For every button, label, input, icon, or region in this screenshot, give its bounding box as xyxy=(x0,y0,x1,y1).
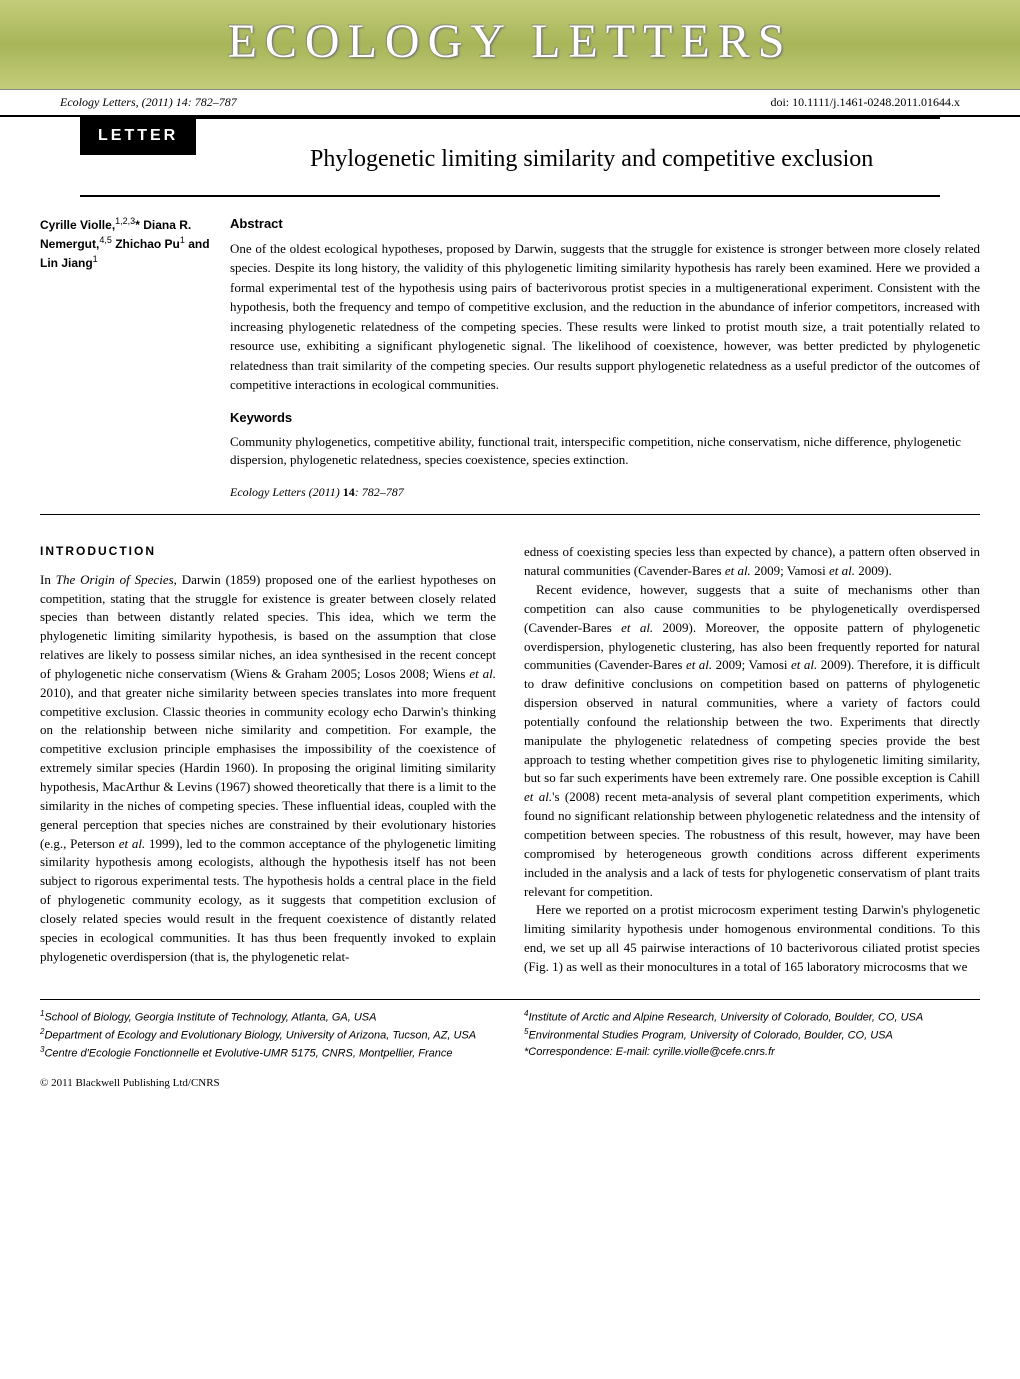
affiliations-block: 1School of Biology, Georgia Institute of… xyxy=(40,999,980,1062)
body-columns: INTRODUCTION In The Origin of Species, D… xyxy=(40,543,980,976)
citation-doi: doi: 10.1111/j.1461-0248.2011.01644.x xyxy=(770,94,960,111)
copyright-footer: © 2011 Blackwell Publishing Ltd/CNRS xyxy=(0,1062,1020,1101)
article-title: Phylogenetic limiting similarity and com… xyxy=(310,143,873,177)
keywords-heading: Keywords xyxy=(230,409,980,427)
journal-banner: ECOLOGY LETTERS xyxy=(0,0,1020,90)
article-type-badge: LETTER xyxy=(80,117,196,155)
right-paragraphs: edness of coexisting species less than e… xyxy=(524,543,980,976)
title-row: LETTER Phylogenetic limiting similarity … xyxy=(80,117,940,197)
affiliations-right: 4Institute of Arctic and Alpine Research… xyxy=(524,1008,980,1062)
left-paragraphs: In The Origin of Species, Darwin (1859) … xyxy=(40,571,496,967)
left-column: INTRODUCTION In The Origin of Species, D… xyxy=(40,543,496,976)
mini-citation-vol: 14 xyxy=(343,485,355,499)
citation-left: Ecology Letters, (2011) 14: 782–787 xyxy=(60,94,237,111)
mini-citation-journal: Ecology Letters xyxy=(230,485,306,499)
keywords-text: Community phylogenetics, competitive abi… xyxy=(230,433,980,469)
introduction-heading: INTRODUCTION xyxy=(40,543,496,560)
mini-citation: Ecology Letters (2011) 14: 782–787 xyxy=(230,484,980,501)
citation-bar: Ecology Letters, (2011) 14: 782–787 doi:… xyxy=(0,90,1020,117)
meta-abstract-block: Cyrille Violle,1,2,3* Diana R. Nemergut,… xyxy=(40,197,980,516)
authors-list: Cyrille Violle,1,2,3* Diana R. Nemergut,… xyxy=(40,215,230,501)
mini-citation-year: (2011) xyxy=(309,485,340,499)
abstract-heading: Abstract xyxy=(230,215,980,233)
affiliations-left: 1School of Biology, Georgia Institute of… xyxy=(40,1008,496,1062)
right-column: edness of coexisting species less than e… xyxy=(524,543,980,976)
mini-citation-pages: : 782–787 xyxy=(355,485,404,499)
abstract-text: One of the oldest ecological hypotheses,… xyxy=(230,239,980,395)
journal-masthead: ECOLOGY LETTERS xyxy=(0,8,1020,75)
abstract-column: Abstract One of the oldest ecological hy… xyxy=(230,215,980,501)
